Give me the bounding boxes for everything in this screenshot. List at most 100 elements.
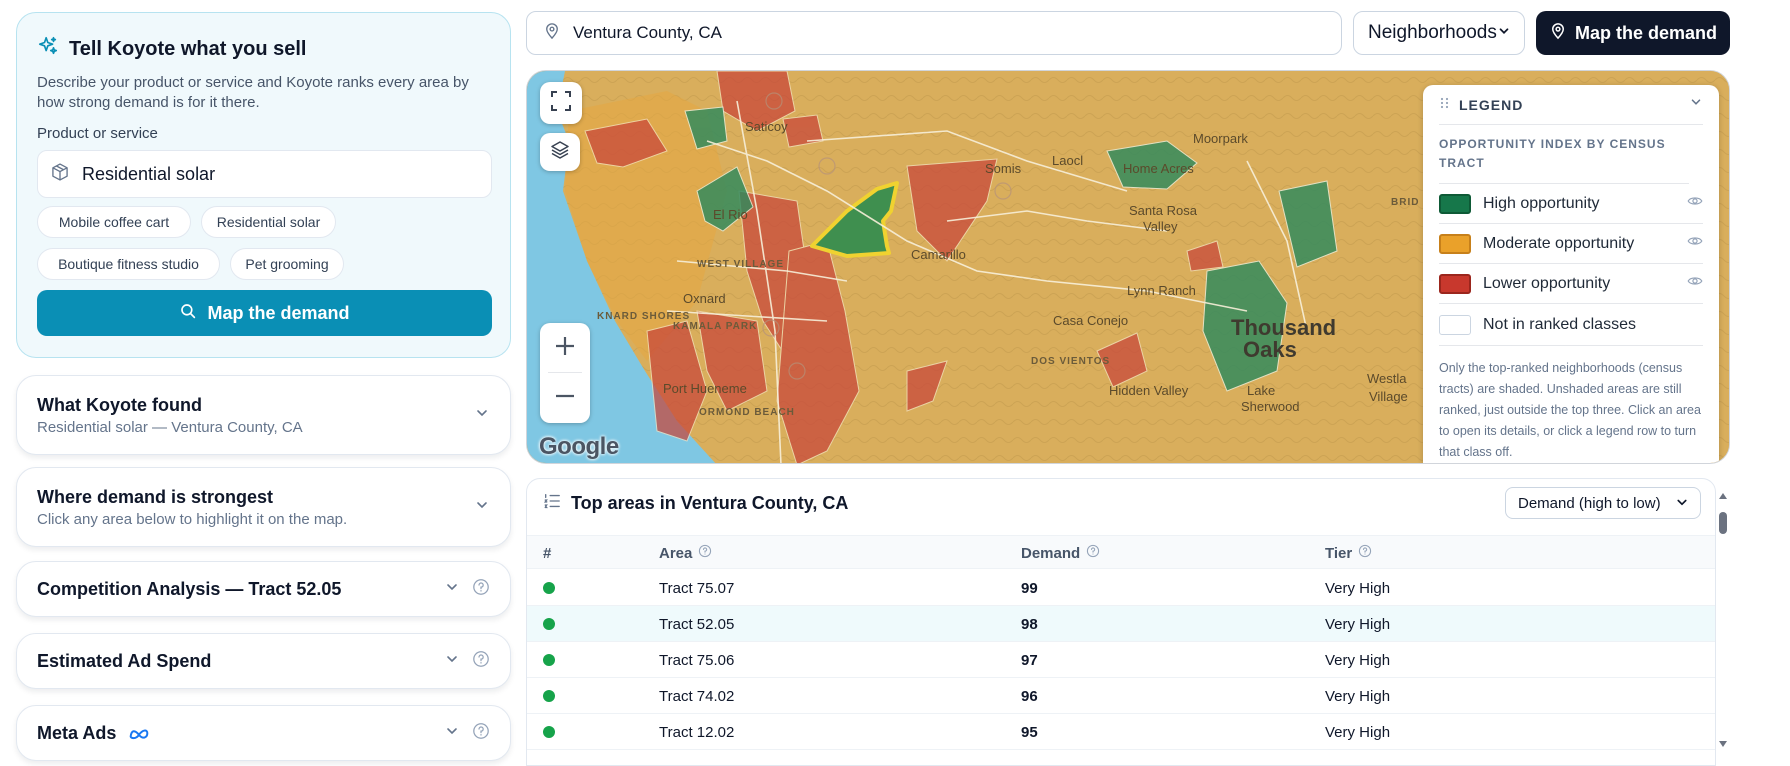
- legend-note: Only the top-ranked neighborhoods (censu…: [1439, 361, 1701, 459]
- granularity-select-value: Neighborhoods: [1368, 22, 1497, 43]
- granularity-select[interactable]: Neighborhoods: [1353, 11, 1525, 55]
- chevron-down-icon: [434, 579, 460, 600]
- info-icon[interactable]: [1086, 544, 1100, 562]
- location-input[interactable]: Ventura County, CA: [526, 11, 1342, 55]
- top-map-demand-button-label: Map the demand: [1574, 22, 1717, 43]
- area-cell: Tract 75.06: [659, 651, 735, 669]
- column-header-label: Area: [659, 544, 693, 562]
- map-label-camarillo: Camarillo: [911, 247, 966, 262]
- demand-map[interactable]: Saticoy Somis Moorpark Laocl Home Acres …: [526, 70, 1730, 464]
- table-row-selected[interactable]: Tract 52.05 98 Very High: [527, 606, 1715, 642]
- eye-icon[interactable]: [1687, 273, 1703, 294]
- eye-icon[interactable]: [1687, 233, 1703, 254]
- what-koyote-found-accordion[interactable]: What Koyote found Residential solar — Ve…: [16, 375, 511, 455]
- top-map-demand-button[interactable]: Map the demand: [1536, 11, 1730, 55]
- plus-icon: [554, 335, 576, 362]
- map-label-village: Village: [1369, 389, 1408, 404]
- selected-tract-52-05[interactable]: [810, 181, 899, 258]
- chevron-down-icon: [434, 651, 460, 672]
- table-row[interactable]: Tract 12.02 95 Very High: [527, 714, 1715, 750]
- accordion-title: What Koyote found: [37, 394, 202, 415]
- fullscreen-button[interactable]: [540, 82, 582, 124]
- accordion-subtitle: Residential solar — Ventura County, CA: [37, 418, 303, 436]
- chevron-down-icon: [464, 405, 490, 426]
- info-icon[interactable]: [1358, 544, 1372, 562]
- area-cell: Tract 75.07: [659, 579, 735, 597]
- table-row[interactable]: Tract 75.07 99 Very High: [527, 570, 1715, 606]
- tier-dot: [543, 690, 555, 702]
- map-label-laocl: Laocl: [1052, 153, 1084, 168]
- legend-row-moderate[interactable]: Moderate opportunity: [1439, 224, 1703, 264]
- area-cell: Tract 12.02: [659, 723, 735, 741]
- map-label-somis: Somis: [985, 161, 1022, 176]
- chip-boutique-fitness-studio[interactable]: Boutique fitness studio: [37, 248, 220, 280]
- where-demand-strongest-accordion[interactable]: Where demand is strongest Click any area…: [16, 467, 511, 547]
- accordion-title: Where demand is strongest: [37, 486, 274, 507]
- accordion-title: Competition Analysis — Tract 52.05: [37, 578, 342, 599]
- column-header-tier[interactable]: Tier: [1325, 536, 1372, 570]
- map-label-sherwood: Sherwood: [1241, 399, 1300, 414]
- help-icon[interactable]: [460, 722, 490, 745]
- chevron-down-icon: [434, 723, 460, 744]
- search-icon: [179, 302, 197, 325]
- column-header-demand[interactable]: Demand: [1021, 536, 1100, 570]
- column-header-area[interactable]: Area: [659, 536, 712, 570]
- chevron-down-icon[interactable]: [1689, 95, 1703, 114]
- chip-residential-solar[interactable]: Residential solar: [201, 206, 336, 238]
- accordion-subtitle: Click any area below to highlight it on …: [37, 510, 348, 528]
- map-demand-button-label: Map the demand: [207, 302, 350, 323]
- google-logo: Google: [539, 433, 619, 460]
- chip-pet-grooming[interactable]: Pet grooming: [230, 248, 344, 280]
- legend-row-high[interactable]: High opportunity: [1439, 184, 1703, 224]
- minus-icon: [554, 385, 576, 412]
- map-label-thousand: Thousand: [1231, 315, 1337, 340]
- hero-description: Describe your product or service and Koy…: [37, 74, 469, 111]
- map-legend: LEGEND OPPORTUNITY INDEX BY CENSUS TRACT…: [1423, 85, 1719, 463]
- tier-dot: [543, 618, 555, 630]
- eye-icon[interactable]: [1687, 193, 1703, 214]
- table-row[interactable]: Tract 74.02 96 Very High: [527, 678, 1715, 714]
- table-row[interactable]: Tract 75.06 97 Very High: [527, 642, 1715, 678]
- sort-select[interactable]: Demand (high to low): [1505, 487, 1701, 519]
- layers-button[interactable]: [540, 133, 580, 171]
- help-icon[interactable]: [460, 578, 490, 601]
- map-label-santa-rosa: Santa Rosa: [1129, 203, 1197, 218]
- sparkle-icon: [37, 35, 59, 63]
- map-label-dos-vientos: DOS VIENTOS: [1031, 356, 1111, 367]
- meta-ads-accordion[interactable]: Meta Ads: [16, 705, 511, 761]
- demand-cell: 95: [1021, 723, 1038, 741]
- map-label-port-hueneme: Port Hueneme: [663, 381, 747, 396]
- product-field-label: Product or service: [37, 125, 158, 142]
- competition-analysis-accordion[interactable]: Competition Analysis — Tract 52.05: [16, 561, 511, 617]
- demand-cell: 96: [1021, 687, 1038, 705]
- help-icon[interactable]: [460, 650, 490, 673]
- zoom-out-button[interactable]: [540, 373, 590, 423]
- chip-mobile-coffee-cart[interactable]: Mobile coffee cart: [37, 206, 191, 238]
- legend-label: Moderate opportunity: [1483, 234, 1635, 252]
- map-demand-button[interactable]: Map the demand: [37, 290, 492, 336]
- estimated-ad-spend-accordion[interactable]: Estimated Ad Spend: [16, 633, 511, 689]
- product-input[interactable]: Residential solar: [37, 150, 492, 198]
- drag-handle-icon[interactable]: [1439, 96, 1451, 114]
- map-label-oxnard-shores: KNARD SHORES: [597, 311, 691, 322]
- legend-row-lower[interactable]: Lower opportunity: [1439, 264, 1703, 304]
- area-cell: Tract 52.05: [659, 615, 735, 633]
- map-label-oxnard: Oxnard: [683, 291, 726, 306]
- map-pin-icon: [1549, 22, 1567, 45]
- tier-cell: Very High: [1325, 615, 1391, 633]
- tier-cell: Very High: [1325, 723, 1391, 741]
- package-icon: [50, 162, 70, 187]
- info-icon[interactable]: [698, 544, 712, 562]
- zoom-in-button[interactable]: [540, 323, 590, 373]
- legend-swatch-moderate: [1439, 233, 1471, 254]
- table-scrollbar[interactable]: [1718, 490, 1728, 766]
- demand-cell: 97: [1021, 651, 1038, 669]
- legend-subtitle: OPPORTUNITY INDEX BY CENSUS TRACT: [1439, 135, 1689, 184]
- legend-label: High opportunity: [1483, 194, 1600, 212]
- legend-header[interactable]: LEGEND: [1439, 85, 1703, 125]
- meta-logo-icon: [121, 726, 149, 743]
- map-label-hidden-valley: Hidden Valley: [1109, 383, 1189, 398]
- legend-swatch-unranked: [1439, 314, 1471, 335]
- column-header-rank[interactable]: #: [543, 544, 552, 562]
- scrollbar-thumb[interactable]: [1719, 512, 1727, 534]
